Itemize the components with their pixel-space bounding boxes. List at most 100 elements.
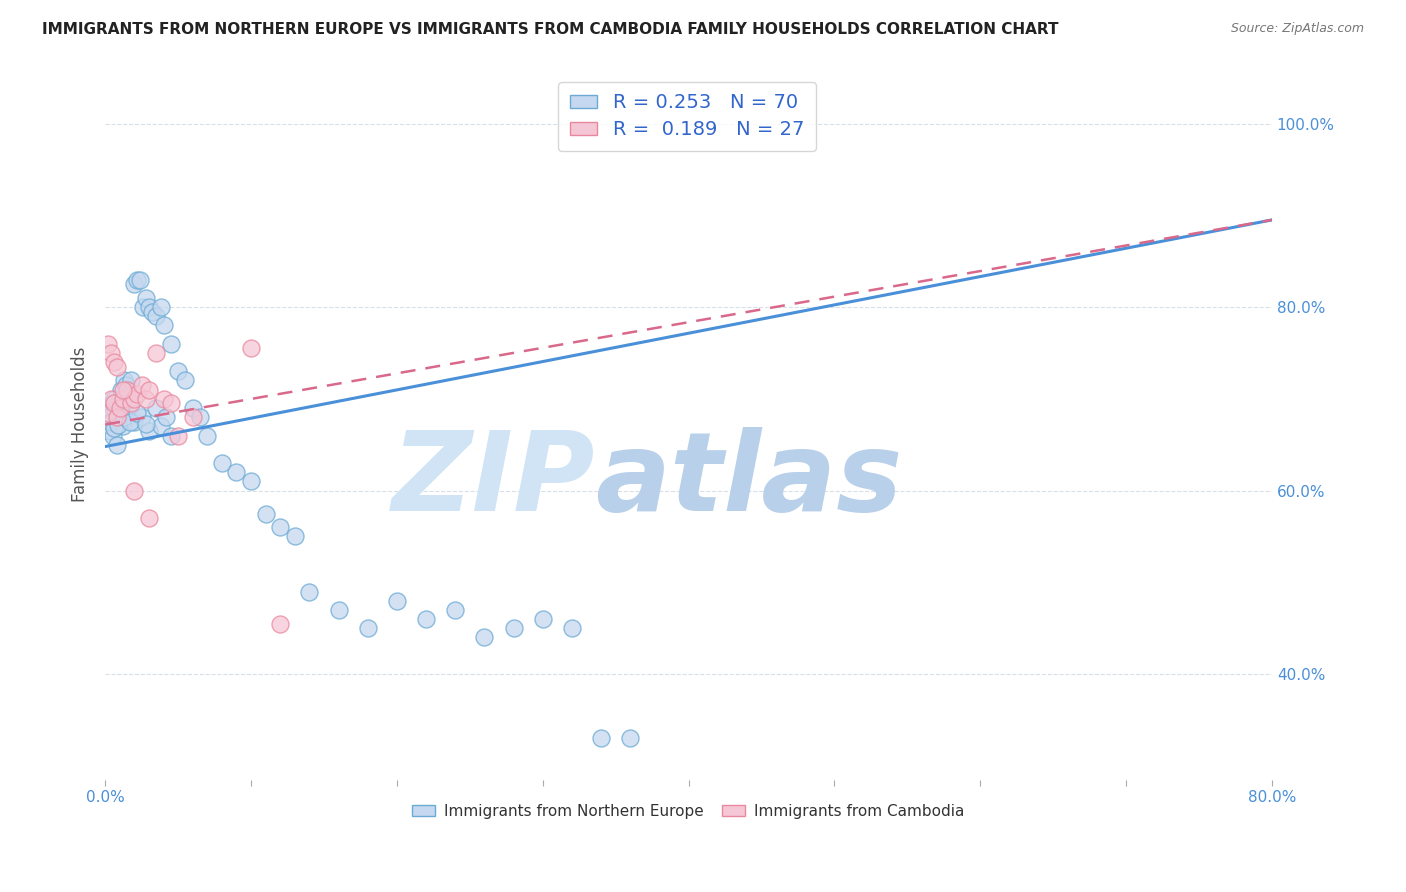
Point bbox=[104, 402, 127, 417]
Point bbox=[138, 511, 160, 525]
Point bbox=[97, 410, 120, 425]
Point bbox=[254, 507, 277, 521]
Point bbox=[135, 392, 157, 406]
Point bbox=[152, 318, 174, 333]
Point bbox=[101, 396, 124, 410]
Text: atlas: atlas bbox=[595, 427, 903, 534]
Point bbox=[103, 421, 125, 435]
Point bbox=[127, 387, 149, 401]
Point bbox=[141, 304, 163, 318]
Point bbox=[385, 593, 408, 607]
Point bbox=[124, 392, 146, 406]
Point bbox=[298, 584, 321, 599]
Point bbox=[98, 424, 121, 438]
Point bbox=[131, 378, 153, 392]
Text: Source: ZipAtlas.com: Source: ZipAtlas.com bbox=[1230, 22, 1364, 36]
Point bbox=[167, 364, 190, 378]
Point bbox=[131, 410, 153, 425]
Point bbox=[103, 396, 125, 410]
Point bbox=[100, 410, 122, 425]
Point bbox=[240, 475, 263, 489]
Point bbox=[103, 355, 125, 369]
Point bbox=[124, 277, 146, 292]
Point bbox=[111, 419, 134, 434]
Point bbox=[105, 438, 128, 452]
Point bbox=[100, 346, 122, 360]
Point bbox=[269, 520, 291, 534]
Point bbox=[101, 428, 124, 442]
Point bbox=[145, 401, 167, 415]
Point bbox=[138, 383, 160, 397]
Point bbox=[107, 417, 129, 432]
Point bbox=[145, 310, 167, 324]
Point bbox=[138, 300, 160, 314]
Point bbox=[111, 396, 134, 410]
Point bbox=[127, 272, 149, 286]
Legend: Immigrants from Northern Europe, Immigrants from Cambodia: Immigrants from Northern Europe, Immigra… bbox=[406, 798, 972, 825]
Point bbox=[117, 387, 139, 401]
Point bbox=[152, 392, 174, 406]
Point bbox=[135, 291, 157, 305]
Point bbox=[97, 406, 120, 420]
Point bbox=[211, 456, 233, 470]
Point bbox=[115, 383, 138, 397]
Point bbox=[98, 401, 121, 415]
Point bbox=[115, 383, 138, 397]
Point bbox=[160, 336, 183, 351]
Point bbox=[328, 603, 350, 617]
Point bbox=[225, 465, 247, 479]
Point bbox=[619, 731, 641, 746]
Point bbox=[107, 406, 129, 420]
Point bbox=[129, 272, 152, 286]
Point bbox=[181, 401, 204, 415]
Point bbox=[112, 374, 135, 388]
Point bbox=[114, 378, 136, 392]
Point bbox=[105, 359, 128, 374]
Point bbox=[240, 342, 263, 356]
Point bbox=[118, 415, 141, 429]
Point bbox=[167, 428, 190, 442]
Point bbox=[474, 631, 496, 645]
Point bbox=[100, 392, 122, 406]
Text: IMMIGRANTS FROM NORTHERN EUROPE VS IMMIGRANTS FROM CAMBODIA FAMILY HOUSEHOLDS CO: IMMIGRANTS FROM NORTHERN EUROPE VS IMMIG… bbox=[42, 22, 1059, 37]
Point bbox=[135, 417, 157, 431]
Point bbox=[112, 410, 135, 425]
Point bbox=[181, 410, 204, 425]
Point bbox=[149, 419, 172, 434]
Point bbox=[105, 410, 128, 425]
Point bbox=[188, 410, 211, 425]
Point bbox=[108, 392, 131, 406]
Point bbox=[502, 621, 524, 635]
Point bbox=[149, 300, 172, 314]
Point bbox=[111, 392, 134, 406]
Point bbox=[132, 300, 155, 314]
Point bbox=[174, 374, 197, 388]
Point bbox=[115, 410, 138, 425]
Point bbox=[121, 396, 143, 410]
Text: ZIP: ZIP bbox=[392, 427, 595, 534]
Point bbox=[111, 383, 134, 397]
Point bbox=[110, 383, 132, 397]
Point bbox=[124, 415, 146, 429]
Point bbox=[97, 336, 120, 351]
Point bbox=[155, 410, 177, 425]
Point bbox=[589, 731, 612, 746]
Point bbox=[121, 374, 143, 388]
Point bbox=[284, 529, 307, 543]
Point bbox=[531, 612, 554, 626]
Point bbox=[124, 483, 146, 498]
Point bbox=[444, 603, 467, 617]
Point bbox=[108, 401, 131, 415]
Point bbox=[145, 346, 167, 360]
Point bbox=[105, 399, 128, 413]
Point bbox=[138, 424, 160, 438]
Point bbox=[127, 406, 149, 420]
Point bbox=[160, 428, 183, 442]
Point bbox=[97, 406, 120, 420]
Point bbox=[160, 396, 183, 410]
Point bbox=[100, 415, 122, 429]
Point bbox=[415, 612, 437, 626]
Point bbox=[357, 621, 380, 635]
Point bbox=[195, 428, 218, 442]
Point bbox=[269, 616, 291, 631]
